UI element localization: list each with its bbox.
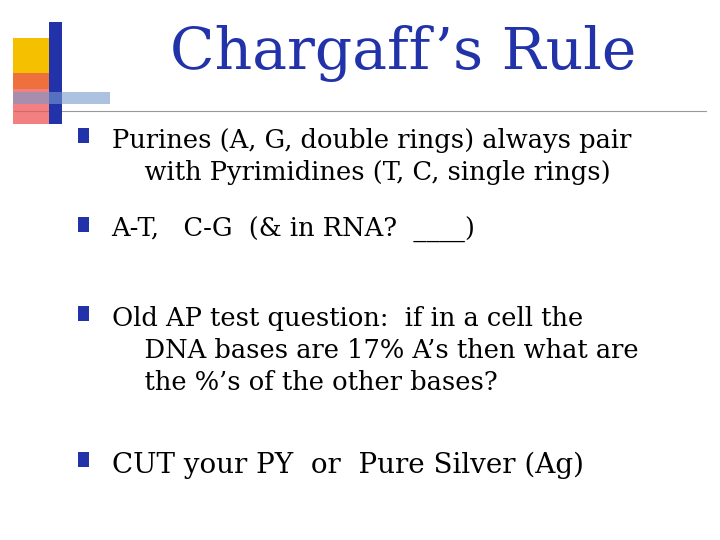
Text: CUT your PY  or  Pure Silver (Ag): CUT your PY or Pure Silver (Ag) <box>112 452 584 480</box>
Text: Chargaff’s Rule: Chargaff’s Rule <box>170 25 636 83</box>
Text: Old AP test question:  if in a cell the
    DNA bases are 17% A’s then what are
: Old AP test question: if in a cell the D… <box>112 306 638 395</box>
Bar <box>78 452 89 467</box>
Text: A-T,   C-G  (& in RNA?  ____): A-T, C-G (& in RNA? ____) <box>112 217 475 243</box>
Bar <box>78 128 89 143</box>
Bar <box>13 38 58 89</box>
Bar <box>13 73 58 124</box>
Text: Purines (A, G, double rings) always pair
    with Pyrimidines (T, C, single ring: Purines (A, G, double rings) always pair… <box>112 128 631 185</box>
Bar <box>49 22 62 124</box>
Bar <box>78 306 89 321</box>
Bar <box>13 92 110 104</box>
Bar <box>78 217 89 232</box>
